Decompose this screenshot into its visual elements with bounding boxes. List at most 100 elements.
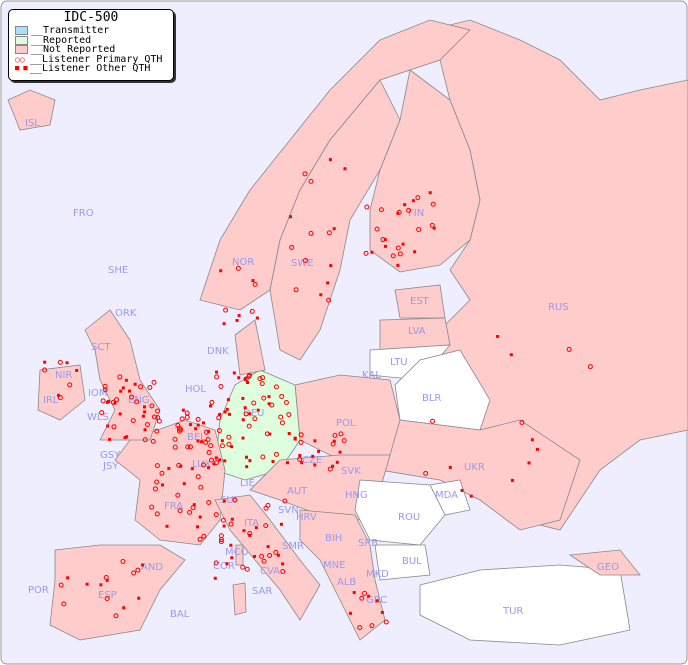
listener-other-qth-marker [128,389,132,393]
listener-primary-qth-marker [113,613,119,619]
listener-other-qth-marker [338,450,342,454]
listener-other-qth-marker [245,465,249,469]
listener-other-qth-marker [143,428,147,432]
listener-primary-qth-marker [142,437,148,443]
listener-primary-qth-marker [378,207,384,213]
listener-other-qth-marker [241,418,245,422]
country-label-aut: AUT [287,486,308,497]
listener-primary-qth-marker [179,416,185,422]
listener-primary-qth-marker [220,517,226,523]
country-label-est: EST [410,296,430,307]
listener-other-qth-marker [281,562,285,566]
listener-primary-qth-marker [197,536,203,542]
listener-primary-qth-marker [198,484,204,490]
country-label-ork: ORK [115,308,137,319]
listener-other-qth-marker [201,421,205,425]
listener-other-qth-marker [196,525,200,529]
listener-other-qth-marker [509,353,513,357]
listener-primary-qth-marker [359,595,365,601]
listener-primary-qth-marker [264,431,270,437]
listener-primary-qth-marker [149,504,155,510]
country-label-bal: BAL [170,609,190,620]
listener-other-qth-marker [214,456,218,460]
listener-primary-qth-marker [175,492,181,498]
listener-primary-qth-marker [286,412,292,418]
country-denmark [234,319,266,376]
listener-primary-qth-marker [429,222,435,228]
listener-primary-qth-marker [57,359,63,365]
listener-other-qth-marker [182,482,186,486]
listener-primary-qth-marker [416,226,422,232]
listener-primary-qth-marker [327,466,333,472]
listener-primary-qth-marker [201,462,207,468]
listener-other-qth-marker [380,610,384,614]
listener-other-qth-marker [198,515,202,519]
listener-markers [42,158,593,631]
listener-primary-qth-marker [57,395,63,401]
listener-primary-qth-marker [302,257,308,263]
listener-primary-qth-marker [102,383,108,389]
listener-primary-qth-marker [213,460,219,466]
listener-primary-qth-marker [201,533,207,539]
listener-primary-qth-marker [249,308,255,314]
country-label-cze: CZE [302,455,322,466]
listener-primary-qth-marker [252,281,258,287]
listener-other-qth-marker [413,250,417,254]
listener-primary-qth-marker [155,408,161,414]
listener-other-qth-marker [43,360,47,364]
listener-primary-qth-marker [206,499,212,505]
listener-other-qth-marker [255,316,259,320]
listener-other-qth-marker [245,455,249,459]
country-label-and: AND [141,562,163,573]
listener-other-qth-marker [266,545,270,549]
legend-item-not-reported: __Not Reported [9,45,173,55]
listener-other-qth-marker [220,439,224,443]
listener-primary-qth-marker [308,230,314,236]
listener-other-qth-marker [335,460,339,464]
listener-other-qth-marker [209,404,213,408]
listener-other-qth-marker [215,370,219,374]
listener-primary-qth-marker [282,498,288,504]
listener-other-qth-marker [106,424,110,428]
listener-other-qth-marker [196,423,200,427]
listener-primary-qth-marker [214,374,220,380]
listener-primary-qth-marker [67,382,73,388]
listener-primary-qth-marker [383,619,389,625]
listener-other-qth-marker [469,494,473,498]
listener-primary-qth-marker [297,456,303,462]
listener-other-qth-marker [237,314,241,318]
listener-primary-qth-marker [246,423,252,429]
listener-primary-qth-marker [178,427,184,433]
listener-primary-qth-marker [213,512,219,518]
listener-other-qth-marker [348,611,352,615]
country-balkans [299,509,386,641]
country-label-fin: FIN [408,208,424,219]
listener-primary-qth-marker [144,422,150,428]
country-label-wls: WLS [87,412,109,423]
listener-primary-qth-marker [42,367,48,373]
listener-other-qth-marker [222,322,226,326]
listener-other-qth-marker [207,466,211,470]
listener-primary-qth-marker [289,244,295,250]
country-label-geo: GEO [597,562,619,573]
listener-other-qth-marker [331,464,335,468]
listener-primary-qth-marker [235,265,241,271]
listener-primary-qth-marker [134,399,140,405]
listener-other-qth-marker [530,438,534,442]
listener-other-qth-marker [212,462,216,466]
listener-other-qth-marker [230,517,234,521]
listener-other-qth-marker [124,378,128,382]
listener-primary-qth-marker [395,245,401,251]
listener-other-qth-marker [401,242,405,246]
listener-other-qth-marker [194,427,198,431]
listener-primary-qth-marker [252,416,258,422]
country-label-svk: SVK [341,466,361,477]
country-finland [369,69,481,273]
listener-primary-qth-marker [396,209,402,215]
listener-other-qth-marker [230,445,234,449]
listener-other-qth-marker [223,410,227,414]
listener-other-qth-marker [243,406,247,410]
country-label-rus: RUS [548,302,569,313]
listener-primary-qth-marker [159,470,165,476]
listener-other-qth-marker [496,335,500,339]
